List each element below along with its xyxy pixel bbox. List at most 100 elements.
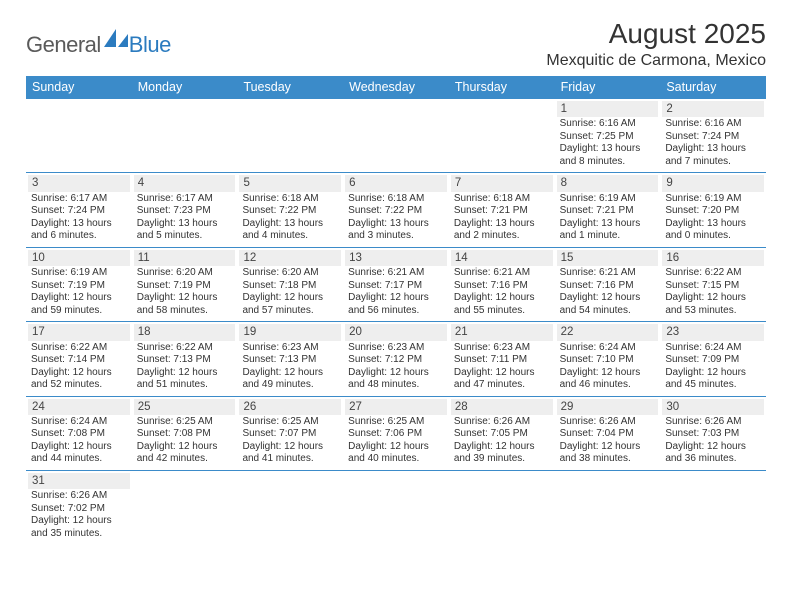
sunrise-line: Sunrise: 6:20 AM <box>239 267 341 280</box>
sunrise-line: Sunrise: 6:26 AM <box>451 416 553 429</box>
sunset-line: Sunset: 7:21 PM <box>451 205 553 218</box>
daylight-line: and 48 minutes. <box>345 379 447 392</box>
day-number: 4 <box>134 175 236 191</box>
week-row: 24Sunrise: 6:24 AMSunset: 7:08 PMDayligh… <box>26 397 766 471</box>
day-number: 13 <box>345 250 447 266</box>
sunrise-line: Sunrise: 6:22 AM <box>28 342 130 355</box>
day-cell: 21Sunrise: 6:23 AMSunset: 7:11 PMDayligh… <box>449 322 555 395</box>
daylight-line: Daylight: 12 hours <box>662 367 764 380</box>
day-cell: 1Sunrise: 6:16 AMSunset: 7:25 PMDaylight… <box>555 99 661 172</box>
daylight-line: and 3 minutes. <box>345 230 447 243</box>
day-cell: 25Sunrise: 6:25 AMSunset: 7:08 PMDayligh… <box>132 397 238 470</box>
sunset-line: Sunset: 7:03 PM <box>662 428 764 441</box>
sunrise-line: Sunrise: 6:19 AM <box>557 193 659 206</box>
sunset-line: Sunset: 7:16 PM <box>451 280 553 293</box>
sunset-line: Sunset: 7:02 PM <box>28 503 130 516</box>
day-cell: 23Sunrise: 6:24 AMSunset: 7:09 PMDayligh… <box>660 322 766 395</box>
sunrise-line: Sunrise: 6:26 AM <box>28 490 130 503</box>
daylight-line: Daylight: 12 hours <box>662 441 764 454</box>
day-cell: 15Sunrise: 6:21 AMSunset: 7:16 PMDayligh… <box>555 248 661 321</box>
sunset-line: Sunset: 7:08 PM <box>134 428 236 441</box>
daylight-line: Daylight: 12 hours <box>345 367 447 380</box>
sunset-line: Sunset: 7:19 PM <box>134 280 236 293</box>
header-row: General Blue August 2025 Mexquitic de Ca… <box>26 18 766 70</box>
sunrise-line: Sunrise: 6:18 AM <box>345 193 447 206</box>
day-cell-empty <box>237 99 343 172</box>
sunset-line: Sunset: 7:17 PM <box>345 280 447 293</box>
daylight-line: and 36 minutes. <box>662 453 764 466</box>
sunset-line: Sunset: 7:24 PM <box>662 131 764 144</box>
daylight-line: Daylight: 12 hours <box>451 367 553 380</box>
weekday-header-row: SundayMondayTuesdayWednesdayThursdayFrid… <box>26 76 766 99</box>
location: Mexquitic de Carmona, Mexico <box>546 52 766 70</box>
sunrise-line: Sunrise: 6:25 AM <box>345 416 447 429</box>
daylight-line: Daylight: 12 hours <box>28 515 130 528</box>
daylight-line: and 45 minutes. <box>662 379 764 392</box>
sunrise-line: Sunrise: 6:21 AM <box>557 267 659 280</box>
day-cell: 3Sunrise: 6:17 AMSunset: 7:24 PMDaylight… <box>26 173 132 246</box>
week-row: 17Sunrise: 6:22 AMSunset: 7:14 PMDayligh… <box>26 322 766 396</box>
daylight-line: Daylight: 12 hours <box>239 367 341 380</box>
sunrise-line: Sunrise: 6:23 AM <box>239 342 341 355</box>
daylight-line: Daylight: 12 hours <box>134 367 236 380</box>
day-number: 12 <box>239 250 341 266</box>
daylight-line: Daylight: 12 hours <box>557 292 659 305</box>
daylight-line: and 56 minutes. <box>345 305 447 318</box>
day-cell-empty <box>449 471 555 544</box>
day-cell: 17Sunrise: 6:22 AMSunset: 7:14 PMDayligh… <box>26 322 132 395</box>
day-cell: 24Sunrise: 6:24 AMSunset: 7:08 PMDayligh… <box>26 397 132 470</box>
daylight-line: Daylight: 12 hours <box>557 367 659 380</box>
weekday-header: Tuesday <box>237 76 343 99</box>
sunrise-line: Sunrise: 6:21 AM <box>345 267 447 280</box>
daylight-line: and 5 minutes. <box>134 230 236 243</box>
brand-blue: Blue <box>129 32 171 58</box>
day-cell: 4Sunrise: 6:17 AMSunset: 7:23 PMDaylight… <box>132 173 238 246</box>
day-cell: 6Sunrise: 6:18 AMSunset: 7:22 PMDaylight… <box>343 173 449 246</box>
daylight-line: and 40 minutes. <box>345 453 447 466</box>
sunrise-line: Sunrise: 6:18 AM <box>451 193 553 206</box>
title-block: August 2025 Mexquitic de Carmona, Mexico <box>546 18 766 70</box>
daylight-line: and 7 minutes. <box>662 156 764 169</box>
daylight-line: and 55 minutes. <box>451 305 553 318</box>
sunset-line: Sunset: 7:15 PM <box>662 280 764 293</box>
daylight-line: Daylight: 12 hours <box>239 441 341 454</box>
day-number: 10 <box>28 250 130 266</box>
week-row: 3Sunrise: 6:17 AMSunset: 7:24 PMDaylight… <box>26 173 766 247</box>
weekday-header: Sunday <box>26 76 132 99</box>
day-number: 7 <box>451 175 553 191</box>
daylight-line: Daylight: 12 hours <box>345 292 447 305</box>
sunset-line: Sunset: 7:22 PM <box>345 205 447 218</box>
daylight-line: and 54 minutes. <box>557 305 659 318</box>
daylight-line: Daylight: 12 hours <box>134 441 236 454</box>
daylight-line: and 57 minutes. <box>239 305 341 318</box>
daylight-line: Daylight: 12 hours <box>28 441 130 454</box>
week-row: 10Sunrise: 6:19 AMSunset: 7:19 PMDayligh… <box>26 248 766 322</box>
sunrise-line: Sunrise: 6:16 AM <box>557 118 659 131</box>
daylight-line: Daylight: 13 hours <box>662 218 764 231</box>
daylight-line: and 58 minutes. <box>134 305 236 318</box>
day-number: 15 <box>557 250 659 266</box>
daylight-line: Daylight: 12 hours <box>451 292 553 305</box>
day-number: 24 <box>28 399 130 415</box>
day-cell-empty <box>555 471 661 544</box>
day-number: 9 <box>662 175 764 191</box>
daylight-line: Daylight: 12 hours <box>345 441 447 454</box>
weekday-header: Thursday <box>449 76 555 99</box>
day-cell: 27Sunrise: 6:25 AMSunset: 7:06 PMDayligh… <box>343 397 449 470</box>
month-title: August 2025 <box>546 18 766 50</box>
daylight-line: Daylight: 13 hours <box>557 143 659 156</box>
daylight-line: Daylight: 12 hours <box>28 367 130 380</box>
day-cell: 28Sunrise: 6:26 AMSunset: 7:05 PMDayligh… <box>449 397 555 470</box>
day-number: 22 <box>557 324 659 340</box>
day-number: 20 <box>345 324 447 340</box>
day-cell: 30Sunrise: 6:26 AMSunset: 7:03 PMDayligh… <box>660 397 766 470</box>
daylight-line: and 49 minutes. <box>239 379 341 392</box>
sunset-line: Sunset: 7:18 PM <box>239 280 341 293</box>
daylight-line: Daylight: 12 hours <box>134 292 236 305</box>
sunrise-line: Sunrise: 6:24 AM <box>662 342 764 355</box>
day-cell: 29Sunrise: 6:26 AMSunset: 7:04 PMDayligh… <box>555 397 661 470</box>
sunset-line: Sunset: 7:20 PM <box>662 205 764 218</box>
day-number: 28 <box>451 399 553 415</box>
daylight-line: and 4 minutes. <box>239 230 341 243</box>
sunset-line: Sunset: 7:11 PM <box>451 354 553 367</box>
